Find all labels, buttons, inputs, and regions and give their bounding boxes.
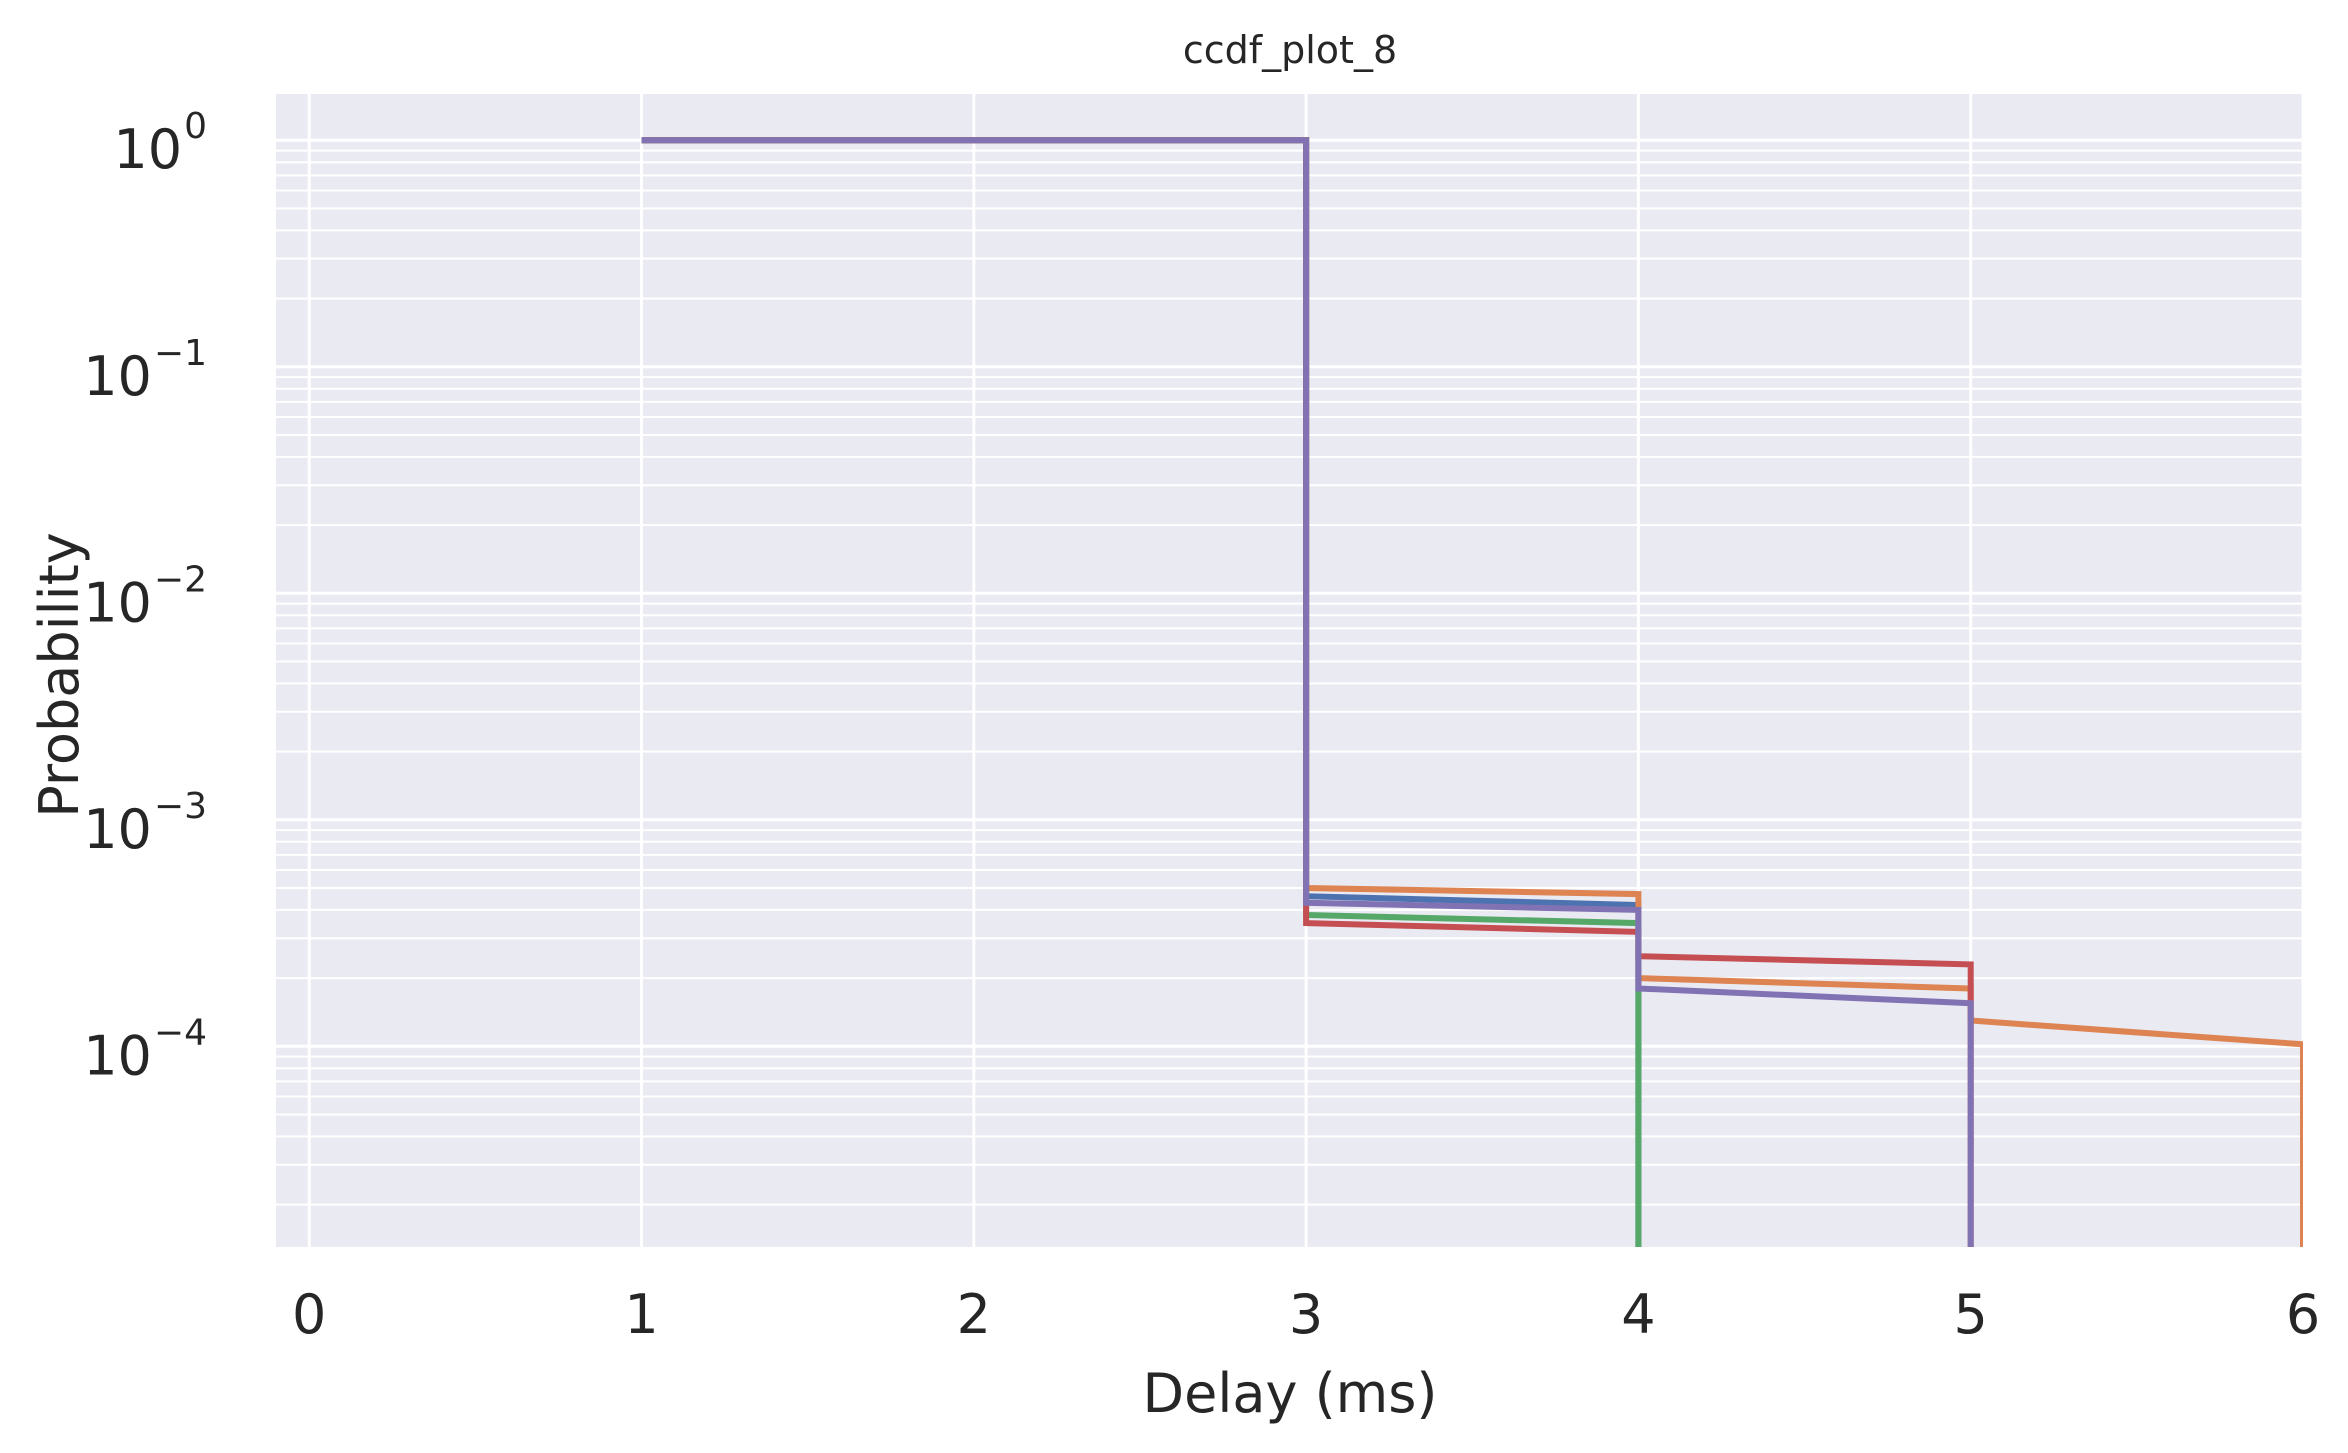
y-tick-exponent: −3 bbox=[154, 786, 207, 827]
x-tick-label: 5 bbox=[1954, 1283, 1988, 1346]
y-tick-label: −110 bbox=[83, 333, 207, 408]
y-tick-label: −410 bbox=[83, 1012, 207, 1087]
x-tick-label: 6 bbox=[2286, 1283, 2320, 1346]
y-tick-base: 10 bbox=[83, 1024, 152, 1087]
series-layer bbox=[641, 137, 2303, 1247]
x-axis-label: Delay (ms) bbox=[1143, 1362, 1438, 1425]
y-tick-base: 10 bbox=[83, 798, 152, 861]
plot-background bbox=[276, 94, 2303, 1247]
x-tick-label: 1 bbox=[624, 1283, 658, 1346]
y-tick-label: −310 bbox=[83, 786, 207, 861]
y-axis-label: Probability bbox=[28, 532, 91, 817]
y-tick-exponent: −1 bbox=[154, 333, 207, 374]
x-tick-label: 2 bbox=[957, 1283, 991, 1346]
x-tick-label: 4 bbox=[1621, 1283, 1655, 1346]
y-tick-exponent: −2 bbox=[154, 559, 207, 600]
chart-title: ccdf_plot_8 bbox=[1183, 28, 1397, 72]
y-tick-label: 010 bbox=[113, 106, 207, 181]
series-line-5 bbox=[641, 137, 1974, 1247]
x-tick-label: 3 bbox=[1289, 1283, 1323, 1346]
y-tick-label: −210 bbox=[83, 559, 207, 634]
y-tick-labels: 010−110−210−310−410 bbox=[83, 106, 207, 1087]
y-tick-base: 10 bbox=[113, 118, 182, 181]
y-tick-base: 10 bbox=[83, 571, 152, 634]
x-tick-labels: 0 1 2 3 4 5 6 bbox=[292, 1283, 2320, 1346]
x-tick-label: 0 bbox=[292, 1283, 326, 1346]
minor-gridlines bbox=[276, 149, 2303, 1206]
y-tick-exponent: 0 bbox=[184, 106, 207, 147]
y-tick-base: 10 bbox=[83, 345, 152, 408]
y-tick-exponent: −4 bbox=[154, 1012, 207, 1053]
